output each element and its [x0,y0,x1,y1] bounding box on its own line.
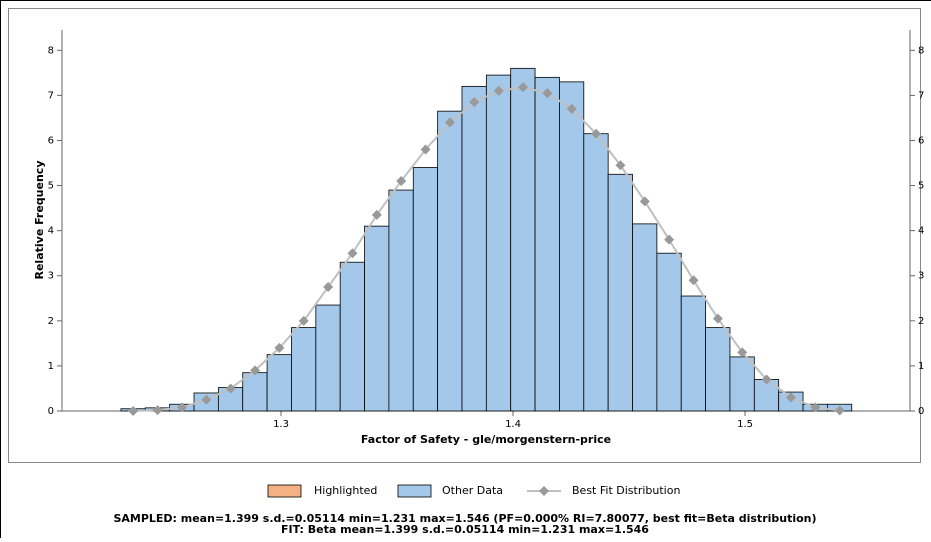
histogram-bar [730,357,754,411]
histogram-bar [511,68,535,411]
histogram-bar [584,134,608,411]
y-axis-label: Relative Frequency [33,161,46,280]
histogram-bar [340,262,364,411]
legend-label: Other Data [442,484,503,497]
x-tick-label: 1.3 [273,419,289,430]
histogram-bar [657,253,681,411]
histogram-bar [535,77,559,411]
y-tick-label: 8 [48,45,54,56]
y2-tick-label: 0 [918,406,924,417]
y-tick-label: 5 [48,181,54,192]
histogram-bar [267,355,291,411]
histogram-bar [462,86,486,411]
histogram-bar [291,328,315,411]
histogram-bar [633,224,657,411]
histogram-bar [413,168,437,411]
legend-label: Best Fit Distribution [572,484,680,497]
y-tick-label: 4 [48,226,54,237]
y2-tick-label: 4 [918,226,924,237]
histogram-bar [243,373,267,411]
histogram-bar [389,190,413,411]
histogram-bar [486,75,510,411]
histogram-bar [559,82,583,411]
y2-tick-label: 2 [918,316,924,327]
histogram-bar [365,226,389,411]
y2-tick-label: 3 [918,271,924,282]
x-tick-label: 1.4 [505,419,521,430]
histogram-bar [316,305,340,411]
y2-tick-label: 5 [918,181,924,192]
y-tick-label: 1 [48,361,54,372]
summary-line: FIT: Beta mean=1.399 s.d.=0.05114 min=1.… [281,523,649,536]
histogram-bar [681,296,705,411]
histogram-bar [706,328,730,411]
histogram-bar [608,174,632,411]
y-tick-label: 2 [48,316,54,327]
y2-tick-label: 7 [918,90,924,101]
y-tick-label: 7 [48,90,54,101]
legend-swatch [398,485,431,497]
legend-label: Highlighted [314,484,377,497]
x-tick-label: 1.5 [737,419,753,430]
y2-tick-label: 1 [918,361,924,372]
x-axis-label: Factor of Safety - gle/morgenstern-price [361,433,611,446]
y2-tick-label: 6 [918,135,924,146]
y-tick-label: 6 [48,135,54,146]
y2-tick-label: 8 [918,45,924,56]
legend-swatch [268,485,301,497]
y-tick-label: 3 [48,271,54,282]
y-tick-label: 0 [48,406,54,417]
histogram-bar [438,111,462,411]
